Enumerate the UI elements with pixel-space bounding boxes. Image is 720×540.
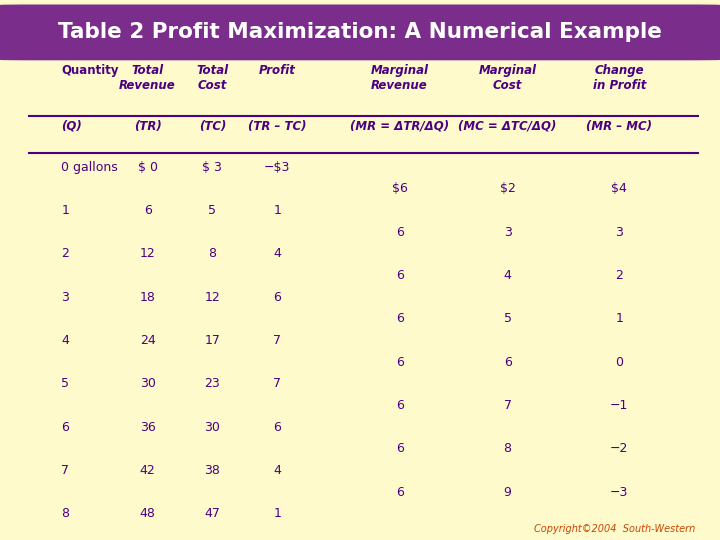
Text: 7: 7 (503, 399, 512, 412)
Text: 5: 5 (208, 204, 217, 217)
Text: 18: 18 (140, 291, 156, 303)
Text: Marginal
Cost: Marginal Cost (479, 64, 536, 92)
Text: 6: 6 (396, 226, 403, 239)
Text: 36: 36 (140, 421, 156, 434)
Text: $2: $2 (500, 183, 516, 195)
Text: $ 0: $ 0 (138, 160, 158, 173)
Text: 6: 6 (396, 312, 403, 325)
Text: (MR – MC): (MR – MC) (586, 119, 652, 132)
Text: 2: 2 (61, 247, 69, 260)
Text: 48: 48 (140, 507, 156, 520)
Text: 2: 2 (616, 269, 623, 282)
Text: (Q): (Q) (61, 119, 82, 132)
Text: 4: 4 (61, 334, 69, 347)
Text: Copyright©2004  South-Western: Copyright©2004 South-Western (534, 524, 695, 534)
Text: 6: 6 (396, 399, 403, 412)
Text: 6: 6 (396, 355, 403, 369)
Text: 42: 42 (140, 464, 156, 477)
Text: $6: $6 (392, 183, 408, 195)
Text: 1: 1 (616, 312, 623, 325)
Text: (TC): (TC) (199, 119, 226, 132)
Text: 8: 8 (61, 507, 69, 520)
Text: 9: 9 (504, 485, 511, 498)
Text: 4: 4 (274, 464, 281, 477)
Text: Table 2 Profit Maximization: A Numerical Example: Table 2 Profit Maximization: A Numerical… (58, 22, 662, 43)
Text: 23: 23 (204, 377, 220, 390)
Text: −$3: −$3 (264, 160, 290, 173)
Text: 6: 6 (396, 485, 403, 498)
Text: 0: 0 (615, 355, 624, 369)
Text: −2: −2 (610, 442, 629, 455)
Text: 7: 7 (61, 464, 69, 477)
Text: Change
in Profit: Change in Profit (593, 64, 646, 92)
Text: 3: 3 (504, 226, 511, 239)
Text: 1: 1 (61, 204, 69, 217)
Text: 6: 6 (504, 355, 511, 369)
Text: 6: 6 (61, 421, 69, 434)
Text: 4: 4 (504, 269, 511, 282)
Text: 7: 7 (273, 334, 282, 347)
Text: (TR): (TR) (134, 119, 161, 132)
Text: 17: 17 (204, 334, 220, 347)
Text: Quantity: Quantity (61, 64, 119, 77)
Text: 5: 5 (503, 312, 512, 325)
Text: 47: 47 (204, 507, 220, 520)
Text: $ 3: $ 3 (202, 160, 222, 173)
Text: 7: 7 (273, 377, 282, 390)
Text: 6: 6 (274, 421, 281, 434)
Text: (TR – TC): (TR – TC) (248, 119, 307, 132)
Text: 5: 5 (61, 377, 69, 390)
Text: 6: 6 (144, 204, 151, 217)
Text: 1: 1 (274, 507, 281, 520)
Text: 30: 30 (204, 421, 220, 434)
Text: 12: 12 (204, 291, 220, 303)
Text: (MR = ΔTR/ΔQ): (MR = ΔTR/ΔQ) (350, 119, 449, 132)
Text: (MC = ΔTC/ΔQ): (MC = ΔTC/ΔQ) (459, 119, 557, 132)
Text: 6: 6 (274, 291, 281, 303)
Text: 3: 3 (61, 291, 69, 303)
Text: 6: 6 (396, 442, 403, 455)
Text: −3: −3 (610, 485, 629, 498)
Text: Marginal
Revenue: Marginal Revenue (371, 64, 428, 92)
Text: 30: 30 (140, 377, 156, 390)
Text: 3: 3 (616, 226, 623, 239)
Text: 6: 6 (396, 269, 403, 282)
Text: 0 gallons: 0 gallons (61, 160, 118, 173)
Text: Profit: Profit (258, 64, 296, 77)
Text: $4: $4 (611, 183, 627, 195)
Text: 8: 8 (503, 442, 512, 455)
Text: 24: 24 (140, 334, 156, 347)
Text: Total
Revenue: Total Revenue (120, 64, 176, 92)
Text: 1: 1 (274, 204, 281, 217)
Text: Total
Cost: Total Cost (197, 64, 228, 92)
FancyBboxPatch shape (0, 5, 720, 59)
Text: 38: 38 (204, 464, 220, 477)
Text: 12: 12 (140, 247, 156, 260)
Text: −1: −1 (610, 399, 629, 412)
Text: 4: 4 (274, 247, 281, 260)
Text: 8: 8 (208, 247, 217, 260)
